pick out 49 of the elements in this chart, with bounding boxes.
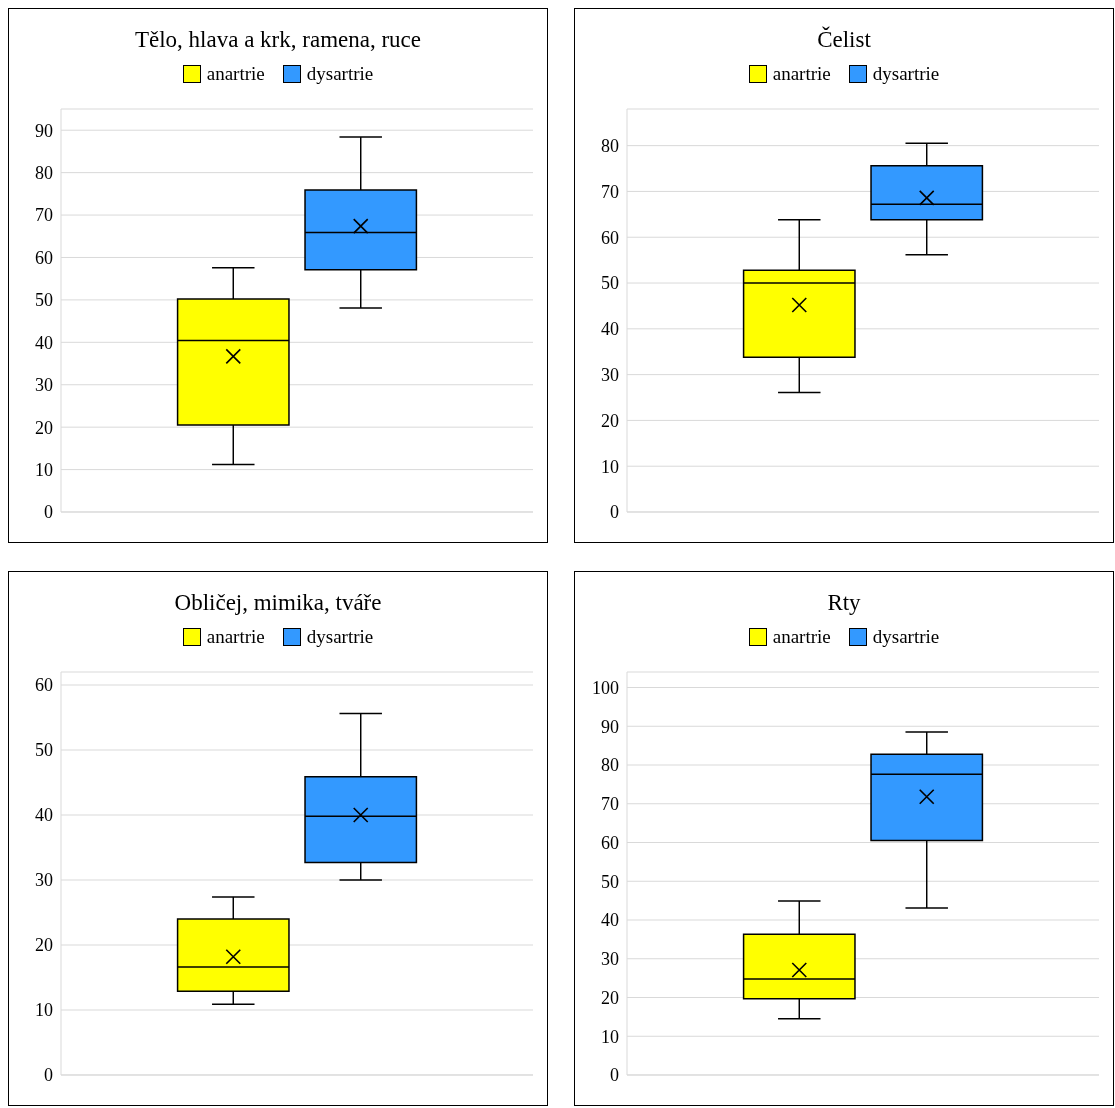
y-tick-label: 60: [35, 247, 53, 268]
y-tick-label: 60: [601, 832, 619, 853]
y-tick-label: 40: [601, 910, 619, 931]
legend-label: dysartrie: [872, 63, 940, 85]
y-tick-label: 40: [35, 332, 53, 353]
y-tick-label: 50: [35, 740, 53, 761]
y-tick-label: 10: [601, 1026, 619, 1047]
y-tick-label: 0: [44, 1065, 53, 1086]
chart-title: Rty: [826, 590, 862, 617]
y-tick-label: 60: [35, 675, 53, 696]
y-tick-label: 60: [601, 227, 619, 248]
y-tick-label: 20: [601, 410, 619, 431]
chart-title: Čelist: [816, 27, 872, 54]
legend-label: dysartrie: [306, 626, 374, 648]
y-tick-label: 70: [601, 794, 619, 815]
y-tick-label: 50: [601, 273, 619, 294]
y-tick-label: 10: [35, 459, 53, 480]
y-tick-label: 80: [601, 755, 619, 776]
y-tick-label: 50: [601, 871, 619, 892]
chart-title: Obličej, mimika, tváře: [173, 590, 383, 617]
y-tick-label: 100: [592, 677, 619, 698]
y-tick-label: 10: [601, 456, 619, 477]
y-tick-label: 70: [601, 181, 619, 202]
y-tick-label: 90: [35, 120, 53, 141]
y-tick-label: 80: [601, 136, 619, 157]
y-tick-label: 20: [601, 987, 619, 1008]
y-tick-label: 0: [44, 502, 53, 523]
y-tick-label: 30: [601, 365, 619, 385]
chart-title: Tělo, hlava a krk, ramena, ruce: [133, 27, 423, 54]
y-tick-label: 0: [610, 502, 619, 523]
y-tick-label: 40: [601, 319, 619, 340]
y-tick-label: 30: [35, 375, 53, 396]
legend-label: dysartrie: [872, 626, 940, 648]
y-tick-label: 40: [35, 805, 53, 826]
y-tick-label: 30: [601, 949, 619, 970]
y-tick-label: 20: [35, 417, 53, 438]
y-tick-label: 30: [35, 870, 53, 891]
y-tick-label: 80: [35, 163, 53, 184]
y-tick-label: 70: [35, 205, 53, 226]
y-tick-label: 20: [35, 935, 53, 956]
legend-label: anartrie: [772, 63, 831, 85]
legend-label: dysartrie: [306, 63, 374, 85]
legend-label: anartrie: [772, 626, 831, 648]
y-tick-label: 10: [35, 1000, 53, 1021]
y-tick-label: 90: [601, 716, 619, 737]
legend-label: anartrie: [206, 626, 265, 648]
y-tick-label: 50: [35, 290, 53, 311]
legend-label: anartrie: [206, 63, 265, 85]
y-tick-label: 0: [610, 1065, 619, 1086]
